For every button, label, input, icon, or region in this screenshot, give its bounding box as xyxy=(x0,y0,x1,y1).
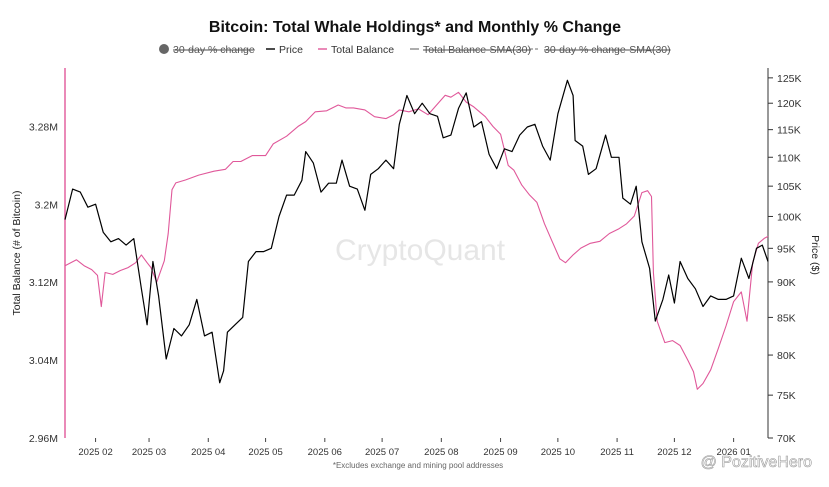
credit-watermark: @ PozitiveHero xyxy=(701,454,812,471)
right-tick-label: 80K xyxy=(777,350,796,362)
right-tick-label: 120K xyxy=(777,98,802,110)
right-tick-label: 70K xyxy=(777,433,796,445)
left-tick-label: 3.2M xyxy=(35,199,58,211)
x-tick-label: 2025 04 xyxy=(191,447,225,458)
legend-item-30-day-change[interactable]: 30-day % change xyxy=(159,44,255,56)
legend-dot-icon xyxy=(159,44,169,54)
x-tick-label: 2025 06 xyxy=(308,447,342,458)
right-tick-label: 90K xyxy=(777,277,796,289)
footnote: *Excludes exchange and mining pool addre… xyxy=(333,461,503,470)
right-tick-label: 115K xyxy=(777,125,801,137)
legend-item-price[interactable]: Price xyxy=(266,44,303,56)
legend-label: Price xyxy=(279,44,303,56)
right-axis-label: Price ($) xyxy=(809,235,821,275)
left-tick-label: 2.96M xyxy=(29,433,58,445)
right-tick-label: 105K xyxy=(777,181,802,193)
x-tick-label: 2025 10 xyxy=(541,447,575,458)
legend-item-total-balance-sma-30[interactable]: Total Balance-SMA(30) xyxy=(410,44,531,56)
right-axis-ticks: 125K 120K 115K 110K 105K 100K 95K 90K 85K 80K 75K 7… xyxy=(768,73,802,445)
legend[interactable]: 30-day % change Price Total Balance Total B… xyxy=(159,44,671,56)
x-tick-label: 2025 12 xyxy=(657,447,691,458)
x-tick-label: 2026 01 xyxy=(716,447,750,458)
right-tick-label: 110K xyxy=(777,152,801,164)
x-tick-label: 2025 08 xyxy=(424,447,458,458)
right-tick-label: 100K xyxy=(777,211,802,223)
watermark: CryptoQuant xyxy=(335,234,506,267)
legend-item-30-day-change-sma-30[interactable]: 30-day % change-SMA(30) xyxy=(530,44,671,56)
left-tick-label: 3.12M xyxy=(29,277,58,289)
legend-label: Total Balance xyxy=(331,44,394,56)
x-axis-ticks: 2025 02 2025 03 2025 04 2025 05 2025 06 2025 … xyxy=(78,438,751,458)
left-tick-label: 3.04M xyxy=(29,355,58,367)
right-tick-label: 85K xyxy=(777,312,796,324)
series-layer xyxy=(64,79,769,390)
right-tick-label: 95K xyxy=(777,243,796,255)
legend-item-total-balance[interactable]: Total Balance xyxy=(318,44,394,56)
legend-label: 30-day % change xyxy=(173,44,255,56)
legend-label: 30-day % change-SMA(30) xyxy=(544,44,671,56)
left-axis-ticks: 3.28M 3.2M 3.12M 3.04M 2.96M xyxy=(29,121,58,445)
chart-title: Bitcoin: Total Whale Holdings* and Month… xyxy=(209,19,621,36)
right-tick-label: 75K xyxy=(777,390,796,402)
x-tick-label: 2025 07 xyxy=(365,447,399,458)
left-tick-label: 3.28M xyxy=(29,121,58,133)
price-series-line xyxy=(64,79,769,384)
right-tick-label: 125K xyxy=(777,73,802,85)
legend-label: Total Balance-SMA(30) xyxy=(423,44,531,56)
x-tick-label: 2025 02 xyxy=(78,447,112,458)
x-tick-label: 2025 11 xyxy=(600,447,634,458)
total-balance-series-line xyxy=(64,91,769,390)
left-axis-label: Total Balance (# of Bitcoin) xyxy=(11,191,23,316)
x-tick-label: 2025 03 xyxy=(132,447,166,458)
x-tick-label: 2025 05 xyxy=(248,447,282,458)
x-tick-label: 2025 09 xyxy=(483,447,517,458)
